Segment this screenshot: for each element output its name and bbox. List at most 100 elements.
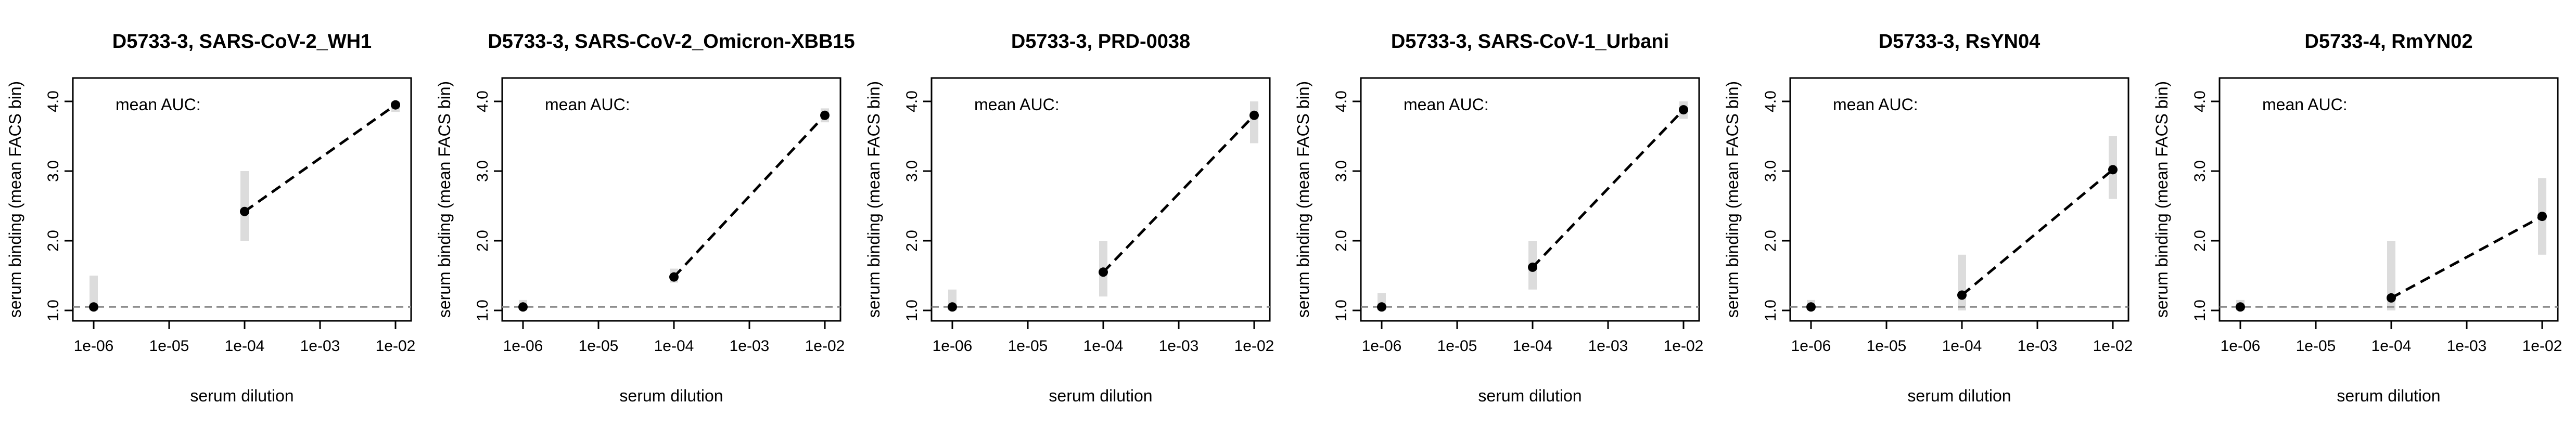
data-point [820, 110, 830, 120]
chart-title: D5733-3, SARS-CoV-2_Omicron-XBB15 [488, 31, 855, 53]
mean-auc-annotation: mean AUC: [1404, 95, 1489, 114]
fit-line [1532, 109, 1685, 268]
replicate-spread [2387, 241, 2395, 310]
y-tick-label: 2.0 [903, 230, 921, 252]
y-tick-label: 2.0 [45, 230, 62, 252]
y-tick-label: 3.0 [1762, 160, 1779, 182]
chart-title: D5733-3, SARS-CoV-2_WH1 [112, 31, 372, 53]
x-tick-label: 1e-05 [1437, 337, 1477, 355]
data-point [669, 272, 679, 282]
y-tick-label: 4.0 [474, 90, 491, 112]
y-tick-label: 2.0 [1762, 230, 1779, 252]
x-tick-label: 1e-06 [933, 337, 973, 355]
y-tick-label: 3.0 [2191, 160, 2209, 182]
mean-auc-annotation: mean AUC: [2262, 95, 2348, 114]
y-axis-label: serum binding (mean FACS bin) [435, 81, 454, 318]
replicate-spread [1250, 101, 1258, 144]
x-tick-label: 1e-05 [1867, 337, 1907, 355]
mean-auc-annotation: mean AUC: [116, 95, 201, 114]
x-tick-label: 1e-02 [2522, 337, 2562, 355]
mean-auc-annotation: mean AUC: [1833, 95, 1918, 114]
y-tick-label: 4.0 [1762, 90, 1779, 112]
mean-auc-annotation: mean AUC: [974, 95, 1060, 114]
y-tick-label: 3.0 [45, 160, 62, 182]
y-tick-label: 2.0 [2191, 230, 2209, 252]
data-point [1957, 290, 1967, 300]
replicate-spread [90, 276, 98, 310]
x-tick-label: 1e-02 [805, 337, 845, 355]
fit-line [1102, 114, 1255, 274]
y-tick-label: 1.0 [903, 300, 921, 321]
chart-title: D5733-3, PRD-0038 [1011, 31, 1190, 53]
x-tick-label: 1e-04 [654, 337, 694, 355]
x-tick-label: 1e-06 [74, 337, 114, 355]
fit-line [2390, 215, 2543, 300]
chart-title: D5733-3, SARS-CoV-1_Urbani [1391, 31, 1669, 53]
data-point [518, 302, 528, 312]
data-point [1679, 105, 1688, 115]
data-point [1377, 302, 1386, 312]
data-point [2108, 165, 2118, 175]
x-axis-label: serum dilution [1478, 386, 1582, 405]
y-axis-label: serum binding (mean FACS bin) [1723, 81, 1742, 318]
chart-panel-6: D5733-4, RmYN02 mean AUC: 1e-06 1e-05 1e-04 1… [2152, 31, 2562, 405]
y-tick-label: 3.0 [1333, 160, 1350, 182]
x-tick-label: 1e-03 [2018, 337, 2058, 355]
plot-frame [501, 77, 841, 322]
replicate-spread [1958, 254, 1966, 310]
mean-auc-annotation: mean AUC: [545, 95, 630, 114]
x-tick-label: 1e-04 [1942, 337, 1982, 355]
x-axis-label: serum dilution [190, 386, 294, 405]
y-axis-label: serum binding (mean FACS bin) [1294, 81, 1312, 318]
x-tick-label: 1e-03 [1159, 337, 1199, 355]
chart-panel-5: D5733-3, RsYN04 mean AUC: 1e-06 1e-05 1e-04 1… [1723, 31, 2133, 405]
x-tick-label: 1e-06 [1791, 337, 1831, 355]
y-tick-label: 4.0 [1333, 90, 1350, 112]
plot-frame [72, 77, 412, 322]
y-tick-label: 4.0 [2191, 90, 2209, 112]
y-tick-label: 3.0 [903, 160, 921, 182]
x-tick-label: 1e-03 [2447, 337, 2487, 355]
y-tick-label: 1.0 [45, 300, 62, 321]
x-tick-label: 1e-05 [579, 337, 619, 355]
x-tick-label: 1e-06 [1362, 337, 1402, 355]
y-tick-label: 1.0 [474, 300, 491, 321]
y-tick-label: 1.0 [1333, 300, 1350, 321]
y-axis-label: serum binding (mean FACS bin) [864, 81, 883, 318]
x-tick-label: 1e-03 [730, 337, 770, 355]
y-axis-label: serum binding (mean FACS bin) [2152, 81, 2171, 318]
x-tick-label: 1e-04 [1513, 337, 1553, 355]
x-axis-label: serum dilution [1907, 386, 2011, 405]
y-tick-label: 4.0 [903, 90, 921, 112]
data-point [240, 206, 249, 216]
data-point [391, 100, 400, 110]
chart-panel-3: D5733-3, PRD-0038 mean AUC: 1e-06 1e-05 1e-0… [864, 31, 1274, 405]
x-tick-label: 1e-05 [149, 337, 189, 355]
x-tick-label: 1e-04 [1083, 337, 1124, 355]
x-axis-label: serum dilution [2337, 386, 2440, 405]
data-point [1806, 302, 1816, 312]
plot-frame [2218, 77, 2559, 322]
x-tick-label: 1e-04 [2371, 337, 2412, 355]
plot-frame [1360, 77, 1700, 322]
y-tick-label: 2.0 [474, 230, 491, 252]
data-point [2537, 212, 2547, 222]
data-point [2387, 293, 2396, 303]
x-tick-label: 1e-03 [1588, 337, 1628, 355]
plot-frame [930, 77, 1271, 322]
data-point [89, 302, 98, 312]
x-tick-label: 1e-05 [2296, 337, 2336, 355]
chart-title: D5733-3, RsYN04 [1879, 31, 2041, 53]
data-point [1528, 262, 1537, 272]
x-tick-label: 1e-04 [225, 337, 265, 355]
fit-line [244, 103, 397, 213]
x-axis-label: serum dilution [619, 386, 723, 405]
y-tick-label: 1.0 [2191, 300, 2209, 321]
x-tick-label: 1e-06 [503, 337, 543, 355]
x-tick-label: 1e-05 [1008, 337, 1048, 355]
data-point [948, 302, 957, 312]
